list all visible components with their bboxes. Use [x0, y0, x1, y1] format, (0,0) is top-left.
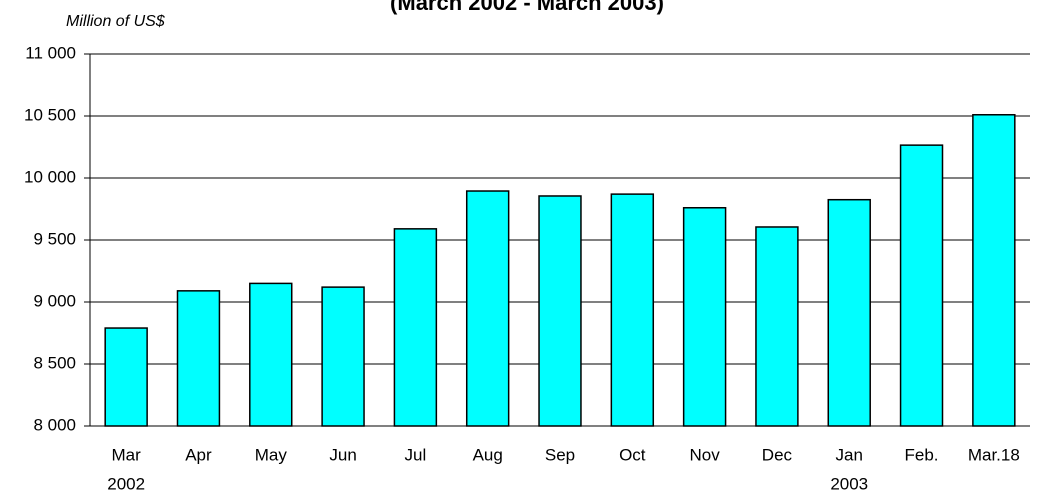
x-tick-label: Oct: [619, 445, 646, 464]
y-tick-label: 9 000: [33, 291, 76, 310]
x-tick-label: Feb.: [905, 445, 939, 464]
x-tick-label: Apr: [185, 445, 212, 464]
bar: [321, 286, 365, 427]
x-tick-label: 2003: [830, 474, 868, 493]
bar: [972, 114, 1016, 427]
bar: [465, 190, 510, 427]
x-tick-label: Jul: [405, 445, 427, 464]
y-tick-label: 8 000: [33, 415, 76, 434]
bar: [827, 198, 871, 427]
y-tick-label: 9 500: [33, 229, 76, 248]
bar: [755, 226, 799, 427]
x-tick-label: Nov: [689, 445, 720, 464]
bar: [104, 327, 148, 427]
x-tick-label: Dec: [762, 445, 793, 464]
y-tick-label: 10 000: [24, 167, 76, 186]
y-tick-label: 10 500: [24, 105, 76, 124]
x-tick-label: Sep: [545, 445, 575, 464]
chart-title: (March 2002 - March 2003): [390, 0, 664, 15]
x-tick-label: Aug: [473, 445, 503, 464]
bar: [682, 207, 727, 427]
x-tick-label: 2002: [107, 474, 145, 493]
y-tick-label: 8 500: [33, 353, 76, 372]
bar: [393, 228, 438, 427]
bar: [899, 144, 944, 427]
bar: [249, 282, 293, 427]
x-tick-label: Mar.18: [968, 445, 1020, 464]
y-axis-label: Million of US$: [66, 13, 166, 30]
bar: [610, 193, 655, 427]
y-tick-label: 11 000: [25, 43, 76, 62]
x-tick-label: Jun: [329, 445, 356, 464]
bar: [176, 290, 221, 427]
x-tick-label: May: [255, 445, 288, 464]
x-tick-label: Mar: [112, 445, 142, 464]
x-tick-label: Jan: [836, 445, 863, 464]
bar: [538, 195, 582, 427]
